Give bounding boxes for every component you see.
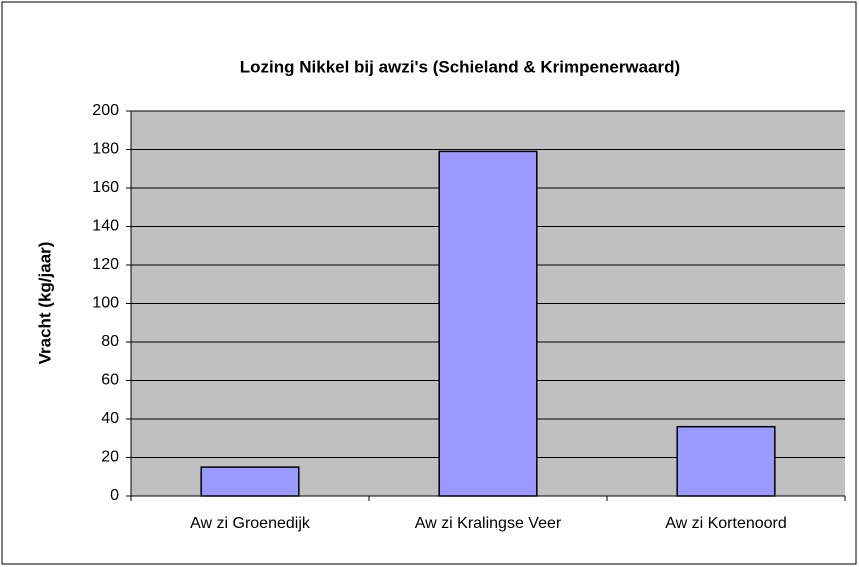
x-tick-label: Aw zi Groenedijk — [190, 515, 311, 532]
y-tick-label: 60 — [101, 372, 119, 389]
y-tick-label: 160 — [92, 179, 119, 196]
y-tick-label: 0 — [110, 487, 119, 504]
y-tick-label: 180 — [92, 141, 119, 158]
x-tick-label: Aw zi Kortenoord — [665, 515, 787, 532]
y-tick-label: 120 — [92, 256, 119, 273]
bar — [200, 466, 300, 497]
x-tick-label: Aw zi Kralingse Veer — [415, 515, 562, 532]
bar — [438, 150, 538, 497]
bar — [676, 425, 776, 497]
chart-title: Lozing Nikkel bij awzi's (Schieland & Kr… — [240, 57, 680, 76]
y-tick-label: 200 — [92, 102, 119, 119]
y-axis-label: Vracht (kg/jaar) — [35, 242, 54, 365]
y-tick-label: 40 — [101, 410, 119, 427]
y-tick-label: 20 — [101, 449, 119, 466]
y-tick-label: 80 — [101, 333, 119, 350]
y-tick-label: 140 — [92, 218, 119, 235]
y-tick-label: 100 — [92, 295, 119, 312]
